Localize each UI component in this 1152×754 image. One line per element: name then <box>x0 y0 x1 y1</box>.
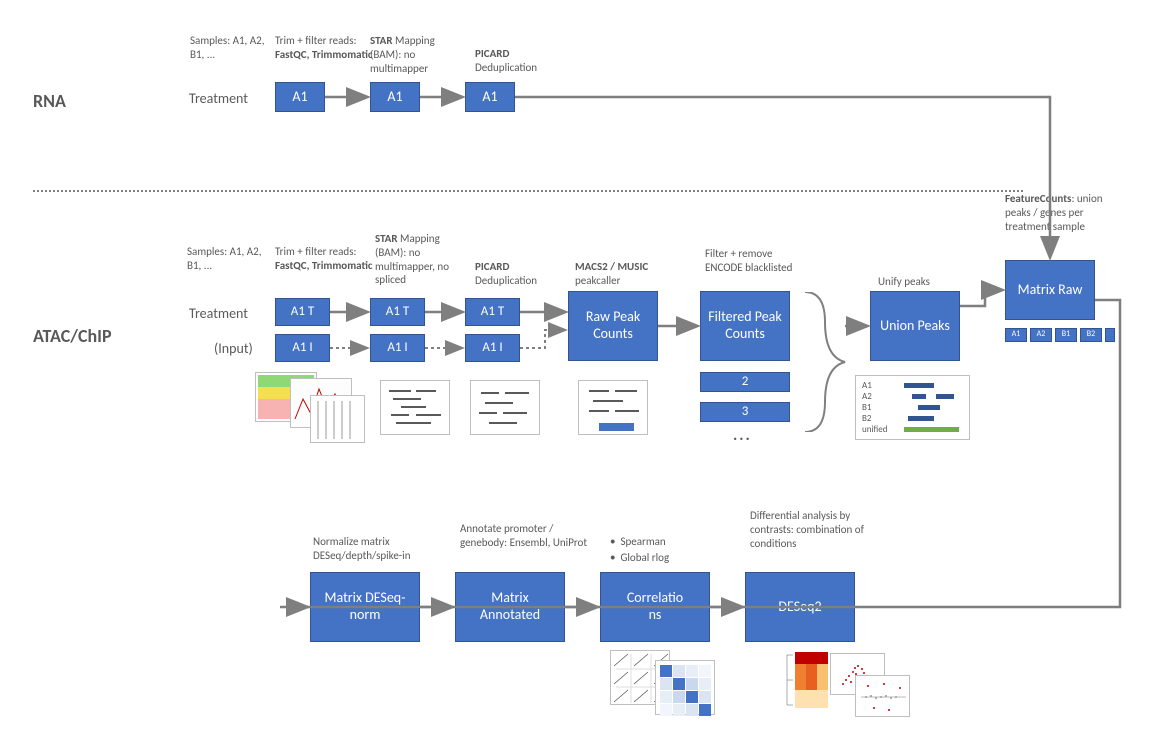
caption-picard-rna-text: Deduplication <box>475 61 537 74</box>
caption-diff: Differential analysis by contrasts: comb… <box>750 509 880 550</box>
caption-samples-atac: Samples: A1, A2, B1, ... <box>187 245 277 273</box>
atac-i-trim: A1 I <box>275 334 330 362</box>
caption-picard-atac-bold: PICARD <box>475 260 509 273</box>
caption-picard-rna: PICARD Deduplication <box>475 47 565 75</box>
bullet-rlog: • Global rlog <box>610 551 669 564</box>
caption-normalize: Normalize matrix DESeq/depth/spike-in <box>313 535 443 563</box>
row-treatment-rna: Treatment <box>189 90 248 107</box>
unify-row-a2: A2 <box>862 391 900 402</box>
chip-b1: B1 <box>1055 328 1077 342</box>
thumb-bam2 <box>470 380 540 435</box>
atac-t-trim: A1 T <box>275 298 330 326</box>
caption-fc-bold: FeatureCounts <box>1005 192 1071 205</box>
caption-trim-rna: Trim + filter reads: FastQC, Trimmomatic <box>275 34 375 62</box>
bullet-spearman: • Spearman <box>610 535 666 548</box>
caption-trim-text: Trim + filter reads: <box>275 34 356 47</box>
thumb-corr-heat <box>655 660 715 715</box>
thumb-fastqc3 <box>310 395 365 443</box>
section-atac: ATAC/ChIP <box>33 325 112 347</box>
section-rna: RNA <box>33 90 66 112</box>
chip-b2: B2 <box>1080 328 1102 342</box>
row-input-atac: (Input) <box>214 340 253 357</box>
rna-box-picard: A1 <box>465 82 515 112</box>
caption-trim-atac: Trim + filter reads: FastQC, Trimmomatic <box>275 245 375 273</box>
rna-box-trim: A1 <box>275 82 325 112</box>
chip-blank <box>1105 328 1115 342</box>
atac-i-star: A1 I <box>370 334 425 362</box>
unify-row-unified: unified <box>862 424 900 435</box>
caption-featurecounts: FeatureCounts: union peaks / genes per t… <box>1005 192 1115 233</box>
box-filtered-peak: Filtered Peak Counts <box>700 291 790 361</box>
caption-trim-atac-text: Trim + filter reads: <box>275 245 356 258</box>
caption-star-atac: STAR Mapping (BAM): no multimapper, no s… <box>375 232 470 287</box>
box-deseq2: DESeq2 <box>745 572 855 642</box>
thumb-deseq-heat <box>785 650 835 710</box>
caption-macs: MACS2 / MUSIC peakcaller <box>575 260 675 288</box>
arrows <box>0 0 1152 754</box>
caption-picard-atac-text: Deduplication <box>475 274 537 287</box>
atac-i-picard: A1 I <box>465 334 520 362</box>
thumb-bam3 <box>578 380 648 435</box>
caption-trim-bold: FastQC, Trimmomatic <box>275 48 373 61</box>
caption-picard-atac: PICARD Deduplication <box>475 260 565 288</box>
caption-samples-rna: Samples: A1, A2, B1, ... <box>190 34 270 62</box>
box-deseq-norm: Matrix DESeq-norm <box>310 572 420 642</box>
ellipsis: ... <box>733 426 752 445</box>
row-treatment-atac: Treatment <box>189 305 248 322</box>
unify-row-a1: A1 <box>862 380 900 391</box>
caption-picard-rna-bold: PICARD <box>475 47 509 60</box>
box-correlations: Correlations <box>600 572 710 642</box>
box-union-peaks: Union Peaks <box>870 291 960 361</box>
unify-row-b2: B2 <box>862 413 900 424</box>
unify-row-b1: B1 <box>862 402 900 413</box>
rna-box-star: A1 <box>370 82 420 112</box>
chip-a1: A1 <box>1005 328 1027 342</box>
unify-legend: A1 A2 B1 B2 unified <box>855 375 970 440</box>
caption-star-atac-bold: STAR <box>375 232 398 245</box>
caption-filter-encode: Filter + remove ENCODE blacklisted <box>705 247 805 275</box>
caption-macs-text: peakcaller <box>575 274 620 287</box>
caption-star-rna-bold: STAR <box>370 34 393 47</box>
section-divider <box>33 190 1023 192</box>
thumb-bam1 <box>380 380 450 435</box>
box-matrix-annotated: Matrix Annotated <box>455 572 565 642</box>
box-two: 2 <box>700 372 790 392</box>
caption-star-rna: STAR Mapping (BAM): no multimapper <box>370 34 460 75</box>
caption-unify: Unify peaks <box>878 275 958 289</box>
atac-t-star: A1 T <box>370 298 425 326</box>
brace-unify <box>800 292 860 432</box>
thumb-deseq-ma <box>855 675 910 717</box>
box-three: 3 <box>700 402 790 422</box>
caption-trim-atac-bold: FastQC, Trimmomatic <box>275 259 373 272</box>
chip-a2: A2 <box>1030 328 1052 342</box>
caption-annotate: Annotate promoter / genebody: Ensembl, U… <box>460 522 590 550</box>
box-matrix-raw: Matrix Raw <box>1005 260 1095 320</box>
caption-macs-bold: MACS2 / MUSIC <box>575 260 648 273</box>
atac-t-picard: A1 T <box>465 298 520 326</box>
box-raw-peak: Raw Peak Counts <box>568 291 658 361</box>
